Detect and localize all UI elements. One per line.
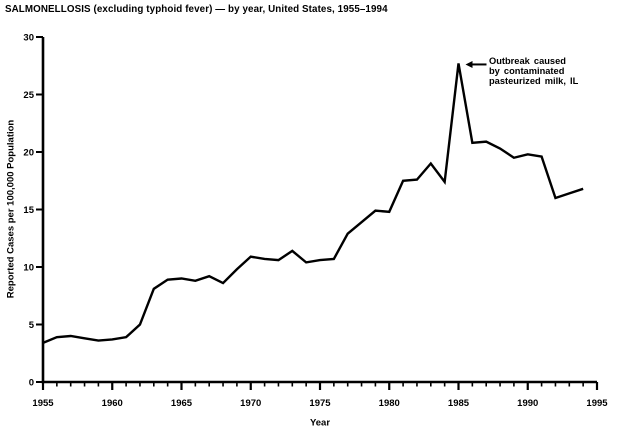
x-tick-label: 1995 <box>586 398 608 409</box>
x-tick-label: 1970 <box>240 398 261 409</box>
y-tick-label: 20 <box>23 148 34 159</box>
x-tick-label: 1990 <box>517 398 538 409</box>
chart-title: SALMONELLOSIS (excluding typhoid fever) … <box>5 4 388 15</box>
x-tick-label: 1980 <box>379 398 400 409</box>
annotation-arrowhead-icon <box>465 60 473 68</box>
y-tick-label: 0 <box>29 378 34 389</box>
y-tick-label: 10 <box>23 263 34 274</box>
x-tick-label: 1955 <box>32 398 54 409</box>
data-line-salmonellosis <box>42 63 584 345</box>
x-tick-label: 1965 <box>171 398 193 409</box>
y-tick-label: 5 <box>29 320 35 331</box>
outbreak-annotation-line1: Outbreak caused <box>489 56 566 66</box>
x-axis-title: Year <box>309 417 331 429</box>
y-tick-label: 30 <box>23 33 34 44</box>
y-tick-label: 25 <box>23 90 34 101</box>
outbreak-annotation-line2: by contaminated <box>489 66 565 76</box>
x-tick-label: 1975 <box>309 398 331 409</box>
outbreak-annotation-line3: pasteurized milk, IL <box>489 76 579 86</box>
x-tick-label: 1960 <box>102 398 123 409</box>
y-tick-label: 15 <box>23 205 34 216</box>
x-tick-label: 1985 <box>448 398 470 409</box>
outbreak-annotation: Outbreak caused by contaminated pasteuri… <box>489 56 578 86</box>
